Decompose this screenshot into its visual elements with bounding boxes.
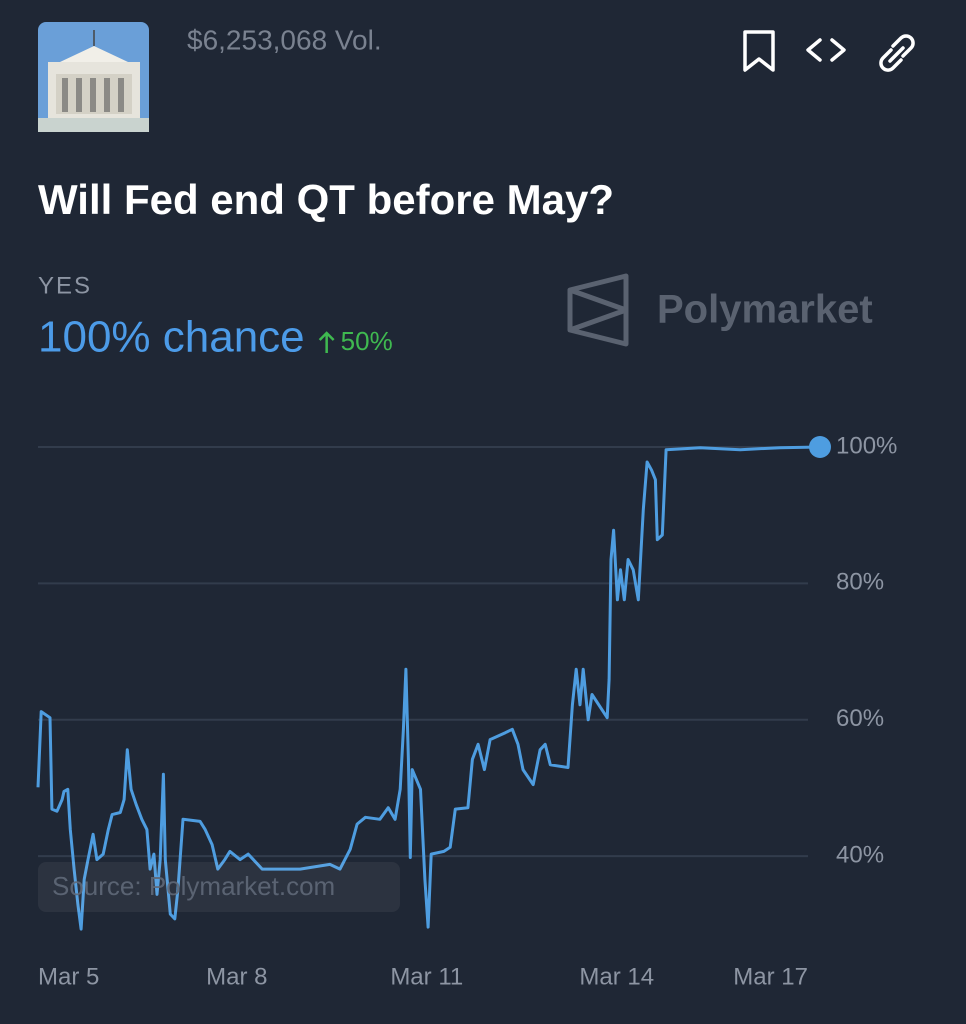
y-tick-label: 40% — [836, 842, 884, 869]
y-tick-label: 60% — [836, 705, 884, 732]
price-line — [36, 445, 821, 931]
y-tick-label: 80% — [836, 569, 884, 596]
chance: 100% chance — [38, 313, 305, 362]
outcome-label: YES — [38, 272, 92, 299]
x-tick-label: Mar 5 — [38, 963, 99, 990]
logo — [567, 273, 629, 347]
x-tick-label: Mar 11 — [390, 963, 463, 990]
embed-icon[interactable] — [806, 38, 846, 62]
x-tick-label: Mar 17 — [733, 963, 808, 990]
source-box — [38, 862, 400, 912]
x-tick-label: Mar 8 — [206, 963, 267, 990]
watermark: Polymarket — [657, 288, 873, 332]
x-tick-label: Mar 14 — [579, 963, 654, 990]
up-arrow — [318, 331, 335, 353]
market-title: Will Fed end QT before May? — [38, 176, 614, 223]
volume: $6,253,068 Vol. — [187, 24, 382, 55]
y-tick-label: 100% — [836, 432, 897, 459]
link-icon[interactable] — [879, 34, 915, 72]
end-dot — [809, 436, 831, 458]
bookmark-icon[interactable] — [743, 30, 775, 72]
market-image — [38, 22, 149, 132]
source-label: Source: Polymarket.com — [52, 871, 335, 901]
change: 50% — [341, 326, 393, 356]
